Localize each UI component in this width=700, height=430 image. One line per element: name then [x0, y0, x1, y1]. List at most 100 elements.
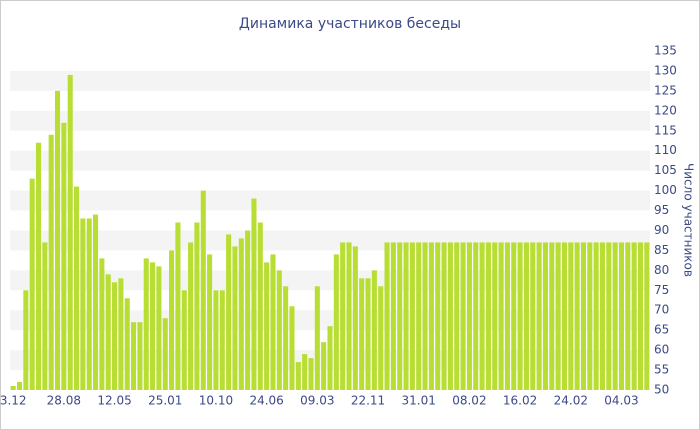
bar [10, 386, 16, 390]
x-tick-label: 09.03 [300, 394, 334, 408]
bar [352, 246, 358, 390]
bar [384, 242, 390, 390]
bar [333, 254, 339, 390]
y-tick-label: 105 [654, 163, 677, 177]
grid-band [10, 70, 650, 91]
x-tick-label: 31.01 [402, 394, 436, 408]
bar [466, 242, 472, 390]
bar [498, 242, 504, 390]
bar [251, 198, 257, 390]
x-tick-label: 3.12 [0, 394, 27, 408]
bar [403, 242, 409, 390]
y-tick-label: 130 [654, 63, 677, 77]
bar [283, 286, 289, 390]
bar [346, 242, 352, 390]
bar [131, 322, 137, 390]
bar [365, 278, 371, 390]
bar [549, 242, 555, 390]
y-tick-label: 110 [654, 143, 677, 157]
bar [644, 242, 650, 390]
bar [536, 242, 542, 390]
y-tick-label: 65 [654, 323, 669, 337]
y-tick-label: 80 [654, 263, 669, 277]
x-tick-label: 04.03 [604, 394, 638, 408]
y-tick-label: 125 [654, 83, 677, 97]
bar [308, 358, 314, 390]
y-tick-label: 135 [654, 44, 677, 58]
y-tick-label: 95 [654, 203, 669, 217]
bar [23, 290, 29, 390]
bar [48, 134, 54, 390]
bar [74, 186, 80, 390]
bar [340, 242, 346, 390]
bar [245, 230, 251, 390]
bar [35, 142, 42, 390]
bar [295, 362, 301, 390]
y-tick-label: 115 [654, 123, 677, 137]
bar [447, 242, 453, 390]
x-tick-label: 12.05 [97, 394, 131, 408]
bar [54, 90, 61, 390]
bar [16, 382, 23, 390]
bar [422, 242, 428, 390]
bar [207, 254, 213, 390]
bar [479, 242, 485, 390]
bar [523, 242, 529, 390]
bar [637, 242, 644, 390]
bar [625, 242, 631, 390]
grid-band [10, 190, 650, 211]
bar [327, 326, 333, 390]
bar [416, 242, 422, 390]
y-axis-label: Число участников [682, 163, 696, 277]
x-tick-label: 24.02 [554, 394, 588, 408]
bar [270, 254, 276, 390]
bar [561, 242, 567, 390]
x-tick-label: 10.10 [199, 394, 233, 408]
bar [574, 242, 580, 390]
bar [219, 290, 225, 390]
bar [612, 242, 618, 390]
bar [371, 270, 377, 390]
bar [200, 190, 206, 390]
x-tick-label: 25.01 [148, 394, 182, 408]
bar [555, 242, 561, 390]
bar [29, 178, 35, 390]
grid-band [10, 110, 650, 131]
bar [517, 242, 523, 390]
bar [124, 298, 130, 390]
x-tick-label: 24.06 [249, 394, 283, 408]
bar [112, 282, 118, 390]
bar [435, 242, 441, 390]
bar [226, 234, 232, 390]
bar [599, 242, 606, 390]
bar [454, 242, 460, 390]
bar [213, 290, 219, 390]
bar [118, 278, 124, 390]
bar [492, 242, 498, 390]
bar [390, 242, 396, 390]
bar [485, 242, 491, 390]
bar [397, 242, 403, 390]
x-tick-label: 16.02 [503, 394, 537, 408]
x-tick-label: 22.11 [351, 394, 385, 408]
bar [289, 306, 295, 390]
bar [67, 74, 73, 390]
bar [188, 242, 194, 390]
bar [473, 242, 479, 390]
bar [276, 270, 282, 390]
bar [359, 278, 365, 390]
bar [580, 242, 586, 390]
bar [460, 242, 466, 390]
bar [587, 242, 593, 390]
bar [314, 286, 320, 390]
bar [238, 238, 244, 390]
bar [504, 242, 510, 390]
bar [86, 218, 92, 390]
bar [631, 242, 637, 390]
bar [618, 242, 625, 390]
bar [105, 274, 111, 390]
y-tick-label: 85 [654, 243, 669, 257]
bar [169, 250, 175, 390]
bar [321, 342, 327, 390]
bar [181, 290, 187, 390]
